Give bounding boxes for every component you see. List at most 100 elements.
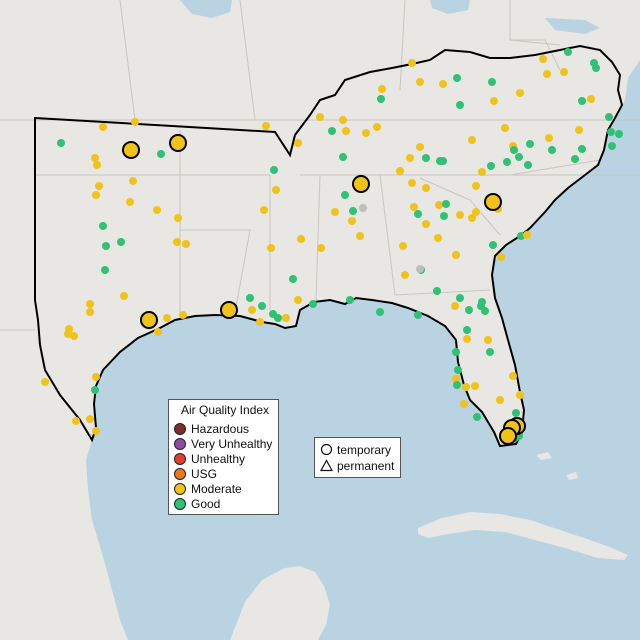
monitor-dot[interactable]	[516, 391, 524, 399]
monitor-dot[interactable]	[117, 238, 125, 246]
monitor-dot[interactable]	[416, 143, 424, 151]
monitor-dot[interactable]	[592, 64, 600, 72]
monitor-dot[interactable]	[526, 140, 534, 148]
monitor-dot[interactable]	[414, 210, 422, 218]
temporary-monitor-marker[interactable]	[499, 427, 517, 445]
monitor-dot[interactable]	[545, 134, 553, 142]
monitor-dot[interactable]	[422, 154, 430, 162]
monitor-dot[interactable]	[575, 126, 583, 134]
monitor-dot[interactable]	[548, 146, 556, 154]
monitor-dot[interactable]	[463, 326, 471, 334]
monitor-dot[interactable]	[615, 130, 623, 138]
monitor-dot[interactable]	[452, 251, 460, 259]
monitor-dot[interactable]	[462, 383, 470, 391]
monitor-dot[interactable]	[406, 154, 414, 162]
monitor-dot[interactable]	[129, 177, 137, 185]
monitor-dot[interactable]	[91, 386, 99, 394]
monitor-dot[interactable]	[41, 378, 49, 386]
monitor-dot[interactable]	[317, 244, 325, 252]
monitor-dot[interactable]	[316, 113, 324, 121]
temporary-monitor-marker[interactable]	[122, 141, 140, 159]
monitor-dot[interactable]	[95, 182, 103, 190]
monitor-dot[interactable]	[93, 161, 101, 169]
monitor-dot[interactable]	[510, 146, 518, 154]
monitor-dot[interactable]	[154, 328, 162, 336]
monitor-dot[interactable]	[487, 162, 495, 170]
monitor-dot[interactable]	[465, 306, 473, 314]
monitor-dot[interactable]	[408, 179, 416, 187]
monitor-dot[interactable]	[294, 296, 302, 304]
monitor-dot[interactable]	[539, 55, 547, 63]
no-data-dot[interactable]	[359, 204, 367, 212]
monitor-dot[interactable]	[414, 311, 422, 319]
monitor-dot[interactable]	[456, 211, 464, 219]
monitor-dot[interactable]	[578, 145, 586, 153]
monitor-dot[interactable]	[484, 336, 492, 344]
monitor-dot[interactable]	[435, 201, 443, 209]
monitor-dot[interactable]	[422, 184, 430, 192]
monitor-dot[interactable]	[543, 70, 551, 78]
monitor-dot[interactable]	[456, 101, 464, 109]
monitor-dot[interactable]	[182, 240, 190, 248]
monitor-dot[interactable]	[564, 48, 572, 56]
monitor-dot[interactable]	[131, 118, 139, 126]
monitor-dot[interactable]	[515, 153, 523, 161]
monitor-dot[interactable]	[248, 306, 256, 314]
monitor-dot[interactable]	[456, 294, 464, 302]
monitor-dot[interactable]	[120, 292, 128, 300]
monitor-dot[interactable]	[331, 208, 339, 216]
monitor-dot[interactable]	[477, 302, 485, 310]
monitor-dot[interactable]	[362, 129, 370, 137]
monitor-dot[interactable]	[472, 182, 480, 190]
monitor-dot[interactable]	[101, 266, 109, 274]
monitor-dot[interactable]	[256, 318, 264, 326]
monitor-dot[interactable]	[516, 89, 524, 97]
monitor-dot[interactable]	[605, 113, 613, 121]
monitor-dot[interactable]	[86, 308, 94, 316]
monitor-dot[interactable]	[99, 123, 107, 131]
monitor-dot[interactable]	[578, 97, 586, 105]
monitor-dot[interactable]	[433, 287, 441, 295]
monitor-dot[interactable]	[471, 382, 479, 390]
temporary-monitor-marker[interactable]	[352, 175, 370, 193]
temporary-monitor-marker[interactable]	[484, 193, 502, 211]
monitor-dot[interactable]	[376, 308, 384, 316]
monitor-dot[interactable]	[473, 413, 481, 421]
monitor-dot[interactable]	[377, 95, 385, 103]
monitor-dot[interactable]	[489, 241, 497, 249]
monitor-dot[interactable]	[452, 348, 460, 356]
monitor-dot[interactable]	[440, 212, 448, 220]
monitor-dot[interactable]	[460, 400, 468, 408]
monitor-dot[interactable]	[91, 154, 99, 162]
monitor-dot[interactable]	[478, 168, 486, 176]
temporary-monitor-marker[interactable]	[140, 311, 158, 329]
monitor-dot[interactable]	[453, 381, 461, 389]
monitor-dot[interactable]	[452, 375, 460, 383]
monitor-dot[interactable]	[349, 207, 357, 215]
monitor-dot[interactable]	[294, 139, 302, 147]
monitor-dot[interactable]	[468, 214, 476, 222]
monitor-dot[interactable]	[328, 127, 336, 135]
monitor-dot[interactable]	[126, 198, 134, 206]
monitor-dot[interactable]	[439, 157, 447, 165]
monitor-dot[interactable]	[86, 415, 94, 423]
monitor-dot[interactable]	[258, 302, 266, 310]
monitor-dot[interactable]	[272, 186, 280, 194]
monitor-dot[interactable]	[401, 271, 409, 279]
monitor-dot[interactable]	[486, 348, 494, 356]
monitor-dot[interactable]	[163, 314, 171, 322]
monitor-dot[interactable]	[453, 74, 461, 82]
monitor-dot[interactable]	[608, 142, 616, 150]
monitor-dot[interactable]	[153, 206, 161, 214]
monitor-dot[interactable]	[509, 372, 517, 380]
monitor-dot[interactable]	[607, 128, 615, 136]
monitor-dot[interactable]	[560, 68, 568, 76]
monitor-dot[interactable]	[267, 244, 275, 252]
monitor-dot[interactable]	[92, 191, 100, 199]
monitor-dot[interactable]	[472, 208, 480, 216]
monitor-dot[interactable]	[503, 158, 511, 166]
monitor-dot[interactable]	[422, 220, 430, 228]
monitor-dot[interactable]	[439, 80, 447, 88]
monitor-dot[interactable]	[341, 191, 349, 199]
